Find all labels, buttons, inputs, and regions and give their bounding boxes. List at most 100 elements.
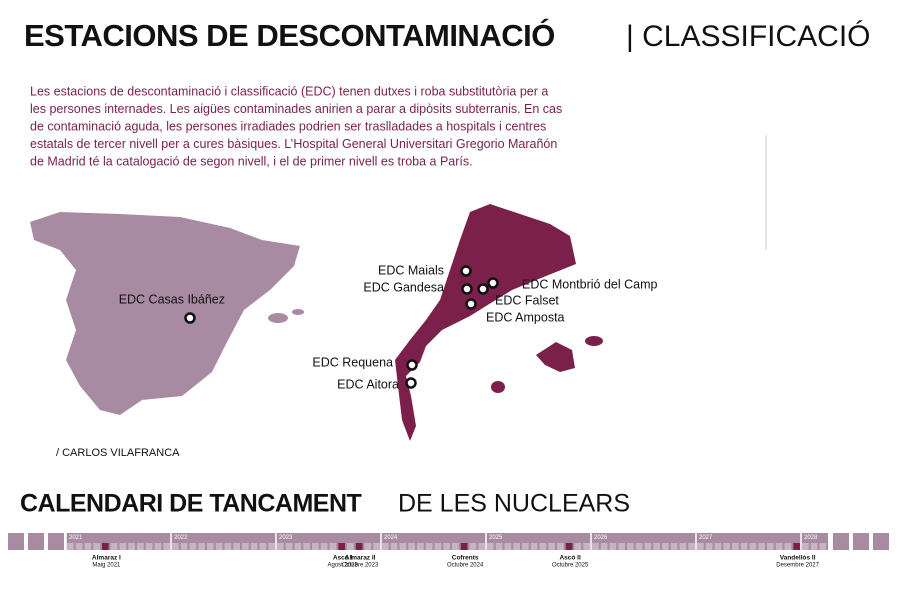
event-cell <box>460 543 468 550</box>
month-cell <box>452 543 459 550</box>
title-light: | CLASSIFICACIÓ <box>626 20 871 53</box>
station-dot <box>477 283 489 295</box>
month-cell <box>329 543 337 550</box>
month-cell <box>583 543 590 550</box>
month-cell <box>268 543 275 550</box>
month-cell <box>198 543 205 550</box>
month-cell <box>408 543 415 550</box>
month-cell <box>688 543 695 550</box>
month-cell <box>128 543 135 550</box>
month-cell <box>487 543 494 550</box>
year-label: 2023 <box>279 535 293 541</box>
month-cell <box>697 543 704 550</box>
event-name: Almaraz II <box>345 555 376 562</box>
calendar-title-bold: CALENDARI DE TANCAMENT <box>20 490 362 518</box>
month-cell <box>548 543 555 550</box>
month-cell <box>592 543 599 550</box>
station-label: EDC Gandesa <box>363 280 444 294</box>
month-cell <box>810 543 818 550</box>
month-cell <box>469 543 477 550</box>
event-name: Ascó II <box>559 555 581 562</box>
month-cell <box>259 543 267 550</box>
block <box>853 533 869 550</box>
month-cell <box>364 543 372 550</box>
station-dot <box>405 377 417 389</box>
station-dot <box>460 265 472 277</box>
event-name: Ascó I <box>333 555 353 562</box>
station-label: EDC Aitora <box>337 377 399 391</box>
event-date: Desembre 2027 <box>776 563 819 569</box>
year-label: 2025 <box>489 535 503 541</box>
station-label: EDC Casas Ibáñez <box>119 292 225 306</box>
event-date: Octubre 2023 <box>342 563 379 569</box>
description-line: de Madrid té la catalogació de segon niv… <box>30 154 473 168</box>
month-cell <box>627 543 634 550</box>
timeline-band <box>66 533 828 550</box>
month-cell <box>758 543 765 550</box>
month-cell <box>574 543 582 550</box>
month-cell <box>784 543 792 550</box>
month-cell <box>110 543 118 550</box>
year-label: 2027 <box>699 535 713 541</box>
block <box>8 533 24 550</box>
month-cell <box>137 543 144 550</box>
month-cell <box>119 543 127 550</box>
description: Les estacions de descontaminació i class… <box>30 84 562 168</box>
month-cell <box>749 543 757 550</box>
month-cell <box>382 543 389 550</box>
island <box>292 309 304 315</box>
month-cell <box>207 543 214 550</box>
block <box>833 533 849 550</box>
month-cell <box>679 543 687 550</box>
station-dot <box>184 312 196 324</box>
month-cell <box>723 543 730 550</box>
month-cell <box>635 543 643 550</box>
month-cell <box>740 543 748 550</box>
station-dot <box>406 359 418 371</box>
station-label: EDC Falset <box>495 293 559 307</box>
block <box>873 533 889 550</box>
month-cell <box>390 543 398 550</box>
month-cell <box>530 543 538 550</box>
month-cell <box>775 543 783 550</box>
month-cell <box>277 543 284 550</box>
event-date: Maig 2021 <box>92 563 121 569</box>
event-date: Octubre 2024 <box>447 563 484 569</box>
event-date: Octubre 2025 <box>552 563 589 569</box>
month-cell <box>513 543 520 550</box>
station-dot <box>461 283 473 295</box>
island <box>585 336 603 346</box>
station-dot <box>487 277 499 289</box>
month-cell <box>294 543 302 550</box>
year-label: 2028 <box>804 535 818 541</box>
spain-shape <box>30 212 300 415</box>
month-cell <box>732 543 739 550</box>
month-cell <box>172 543 179 550</box>
event-cell <box>793 543 800 550</box>
year-label: 2021 <box>69 535 83 541</box>
event-date: Agost 2023 <box>327 563 358 569</box>
event-name: Almaraz I <box>92 555 121 562</box>
month-cell <box>478 543 485 550</box>
year-label: 2024 <box>384 535 398 541</box>
month-cell <box>705 543 713 550</box>
month-cell <box>600 543 608 550</box>
month-cell <box>539 543 547 550</box>
month-cell <box>819 543 827 550</box>
island <box>536 342 575 372</box>
month-cell <box>443 543 450 550</box>
month-cell <box>714 543 722 550</box>
stations: EDC Casas Ibáñez EDC Maials EDC Gandesa EDC… <box>119 263 658 391</box>
event-name: Cofrents <box>452 555 479 562</box>
east-region-shape <box>395 204 576 441</box>
month-cell <box>242 543 249 550</box>
month-cell <box>189 543 197 550</box>
month-cell <box>670 543 678 550</box>
month-cell <box>557 543 564 550</box>
month-cell <box>373 543 380 550</box>
month-cell <box>67 543 74 550</box>
station-label: EDC Amposta <box>486 310 565 324</box>
month-cell <box>154 543 162 550</box>
event-cell <box>102 543 109 550</box>
